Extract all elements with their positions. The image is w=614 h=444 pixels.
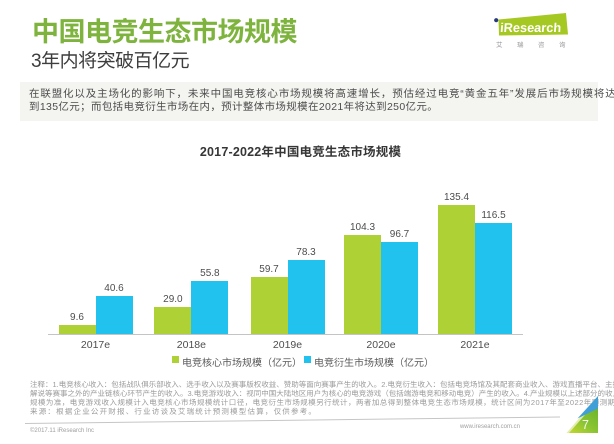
svg-text:艾瑞咨询: 艾瑞咨询 [496, 39, 580, 49]
svg-text:iResearch: iResearch [500, 20, 562, 35]
svg-text:7: 7 [582, 418, 589, 432]
